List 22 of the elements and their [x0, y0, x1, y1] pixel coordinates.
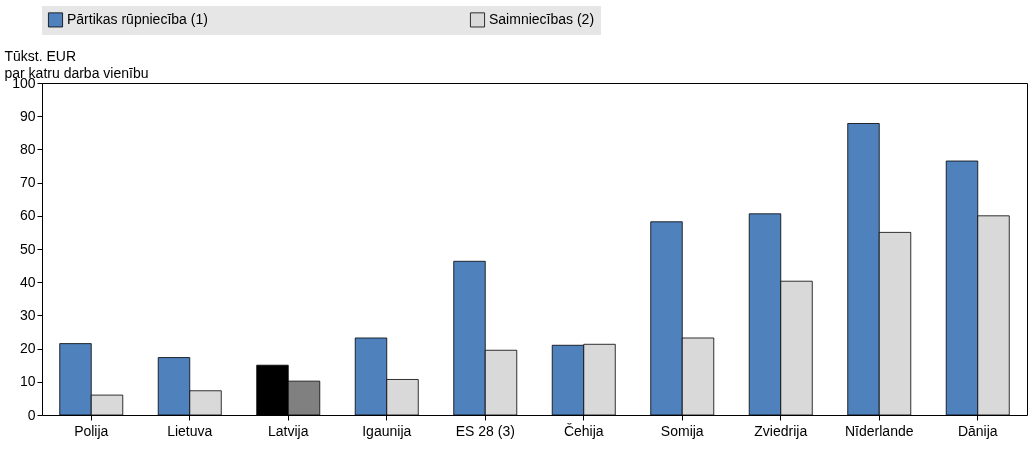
- x-tick-label: Zviedrija: [754, 422, 808, 439]
- x-tick-label: Nīderlande: [845, 422, 914, 439]
- x-tick-label: Igaunija: [362, 422, 412, 439]
- y-tick-label: 40: [19, 273, 36, 290]
- y-tick-label: 10: [19, 373, 36, 390]
- y-tick-label: 30: [19, 306, 36, 323]
- x-tick-label: Lietuva: [167, 422, 213, 439]
- x-tick-label: Polija: [74, 422, 109, 439]
- y-tick-label: 50: [19, 240, 36, 257]
- x-tick-label: Čehija: [563, 422, 604, 439]
- legend-label: Pārtikas rūpniecība (1): [67, 10, 208, 27]
- y-tick-label: 90: [19, 107, 36, 124]
- y-tick-label: 0: [27, 406, 36, 423]
- y-tick-label: 70: [19, 174, 36, 191]
- y-tick-label: 60: [19, 207, 36, 224]
- legend-label: Saimniecības (2): [489, 10, 595, 27]
- x-tick-label: Latvija: [268, 422, 309, 439]
- y-tick-label: 80: [19, 140, 36, 157]
- x-tick-label: Dānija: [957, 422, 998, 439]
- x-tick-label: ES 28 (3): [455, 422, 515, 439]
- x-tick-label: Somija: [660, 422, 704, 439]
- y-tick-label: 20: [19, 340, 36, 357]
